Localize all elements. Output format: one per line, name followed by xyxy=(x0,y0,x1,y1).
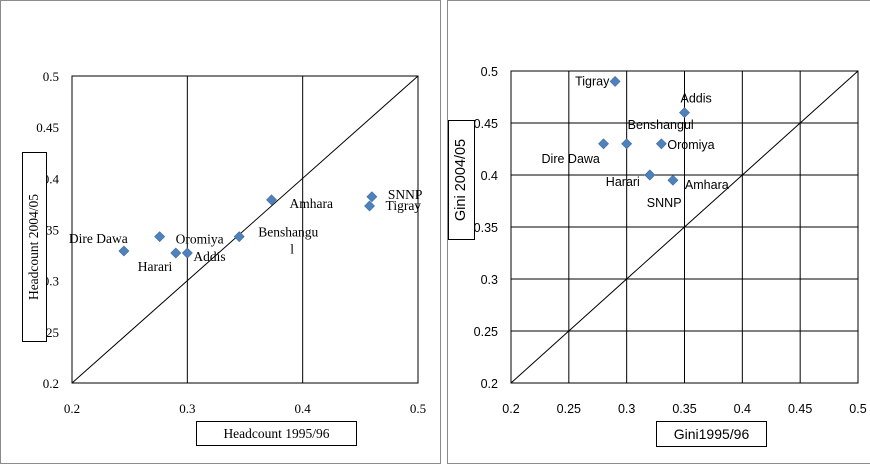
left-point-tigray xyxy=(364,200,375,212)
right-point-tigray xyxy=(609,75,621,87)
left-point-label-oromiya: Oromiya xyxy=(176,232,224,247)
right-x-tick-label: 0.35 xyxy=(672,402,696,416)
left-point-snnp xyxy=(366,191,378,203)
left-x-tick-label: 0.5 xyxy=(410,401,426,416)
headcount-chart-panel xyxy=(0,0,441,464)
right-y-tick-label: 0.25 xyxy=(474,325,498,339)
left-plot-frame xyxy=(71,75,419,384)
left-x-axis-title: Headcount 1995/96 xyxy=(196,421,357,446)
right-y-tick-label: 0.45 xyxy=(474,117,498,131)
left-point-label-part: Benshangu xyxy=(258,225,318,240)
left-y-axis-title-box: Headcount 2004/05 xyxy=(22,152,47,342)
right-y-tick-label: 0.5 xyxy=(481,65,498,79)
left-point-amhara xyxy=(266,194,277,206)
right-x-axis-title: Gini1995/96 xyxy=(656,421,767,447)
right-point-oromiya xyxy=(655,138,667,150)
right-point-label-tigray: Tigray xyxy=(575,74,610,88)
right-x-tick-label: 0.2 xyxy=(502,402,519,416)
right-point-label-dire-dawa: Dire Dawa xyxy=(542,152,600,166)
right-point-label-amhara: Amhara xyxy=(685,178,729,192)
left-point-oromiya xyxy=(154,231,166,243)
gini-chart-panel xyxy=(447,0,870,464)
right-point-dire-dawa xyxy=(598,138,609,150)
left-point-label-amhara: Amhara xyxy=(290,196,333,211)
right-point-label-oromiya: Oromiya xyxy=(667,138,714,152)
left-point-addis xyxy=(181,247,193,259)
left-x-tick-label: 0.4 xyxy=(295,401,312,416)
right-x-tick-label: 0.5 xyxy=(849,402,866,416)
left-y-tick-label: 0.5 xyxy=(43,69,59,84)
right-point-label-harari: Harari xyxy=(606,175,640,189)
right-y-tick-label: 0.35 xyxy=(474,221,498,235)
right-y-axis-title: Gini 2004/05 xyxy=(453,138,470,222)
right-y-axis-title-box: Gini 2004/05 xyxy=(448,120,475,240)
right-point-addis xyxy=(679,107,690,119)
left-y-tick-label: 0.2 xyxy=(43,376,59,391)
right-point-label-snnp: SNNP xyxy=(647,196,682,210)
right-y-tick-label: 0.2 xyxy=(481,377,498,391)
right-point-snnp xyxy=(644,169,656,181)
left-point-label-tigray: Tigray xyxy=(386,198,422,213)
left-y-axis-title: Headcount 2004/05 xyxy=(26,193,42,301)
right-y-tick-label: 0.4 xyxy=(481,169,498,183)
right-x-tick-label: 0.4 xyxy=(734,402,751,416)
right-y-tick-label: 0.3 xyxy=(481,273,498,287)
left-reference-line xyxy=(71,75,419,384)
right-reference-line xyxy=(510,70,859,384)
right-point-label-benshangul: Benshangul xyxy=(628,118,694,132)
left-x-tick-label: 0.2 xyxy=(64,401,80,416)
right-x-tick-label: 0.45 xyxy=(788,402,812,416)
left-point-label-harari: Harari xyxy=(138,259,173,274)
left-point-label-dire-dawa: Dire Dawa xyxy=(69,231,128,246)
left-point-label-snnp: SNNP xyxy=(388,187,423,202)
left-point-label-addis: Addis xyxy=(193,249,225,264)
left-point-dire-dawa xyxy=(118,245,130,257)
right-x-tick-label: 0.25 xyxy=(557,402,581,416)
left-point-harari xyxy=(170,247,182,259)
right-point-amhara xyxy=(667,174,679,186)
left-point-benshangul xyxy=(233,231,245,243)
left-x-tick-label: 0.3 xyxy=(179,401,195,416)
left-y-tick-label: 0.45 xyxy=(36,120,59,135)
right-point-label-addis: Addis xyxy=(681,92,712,106)
right-point-benshangul xyxy=(621,138,633,150)
right-x-tick-label: 0.3 xyxy=(618,402,635,416)
left-point-label-part: l xyxy=(290,242,294,257)
